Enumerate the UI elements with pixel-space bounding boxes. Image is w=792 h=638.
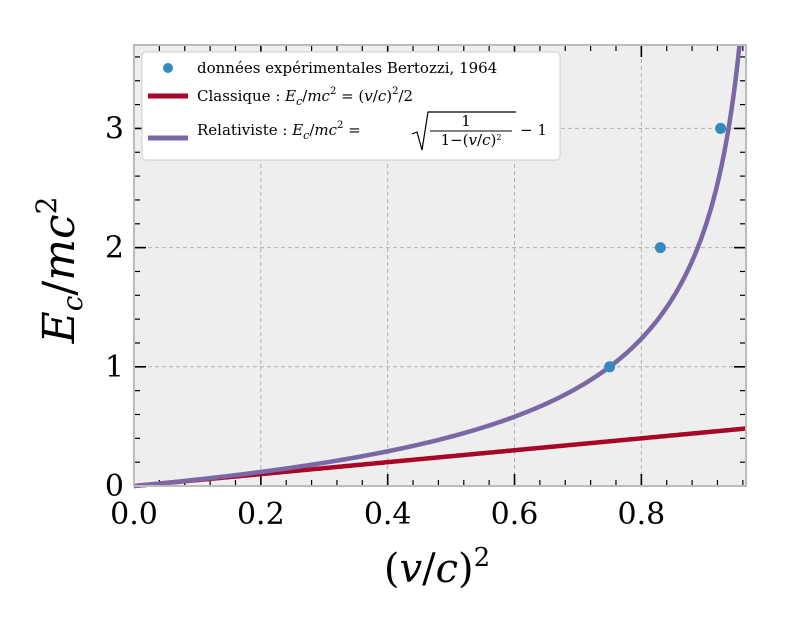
series-lines — [133, 44, 747, 489]
x-tick-label: 0.0 — [110, 497, 158, 532]
legend-marker-experimental — [163, 63, 173, 73]
y-tick-label: 0 — [105, 469, 124, 504]
y-tick-label: 1 — [105, 350, 124, 385]
series-points — [604, 122, 727, 373]
x-tick-label: 0.6 — [491, 497, 539, 532]
legend-label-relativiste: Relativiste : Ec/mc2 = 1 1−(v/c)2 − 1 — [197, 111, 547, 151]
x-tick-label: 0.8 — [617, 497, 665, 532]
x-tick-label: 0.4 — [364, 497, 412, 532]
data-point-experimental — [604, 361, 616, 373]
data-point-experimental — [715, 122, 727, 134]
y-tick-label: 2 — [105, 231, 124, 266]
legend: données expérimentales Bertozzi, 1964 Cl… — [141, 51, 561, 161]
legend-label-classique: Classique : Ec/mc2 = (v/c)2/2 — [197, 86, 413, 108]
svg-text:Relativiste : Ec/mc2 =: Relativiste : Ec/mc2 = — [197, 120, 361, 142]
x-tick-label: 0.2 — [237, 497, 285, 532]
series-line-relativiste — [133, 44, 742, 489]
legend-label-experimental: données expérimentales Bertozzi, 1964 — [197, 59, 497, 77]
legend-box — [141, 51, 561, 161]
plot-frame — [133, 44, 747, 487]
svg-text:1: 1 — [461, 112, 471, 130]
svg-text:1−(v/c)2: 1−(v/c)2 — [441, 131, 502, 149]
svg-text:− 1: − 1 — [520, 121, 547, 139]
tick-labels: 0.0 0.2 0.4 0.6 0.8 0 1 2 3 — [105, 111, 665, 532]
y-tick-label: 3 — [105, 111, 124, 146]
x-axis-title: (v/c)2 — [384, 543, 490, 592]
data-point-experimental — [654, 242, 666, 254]
y-axis-title: Ec/mc2 — [30, 197, 89, 345]
